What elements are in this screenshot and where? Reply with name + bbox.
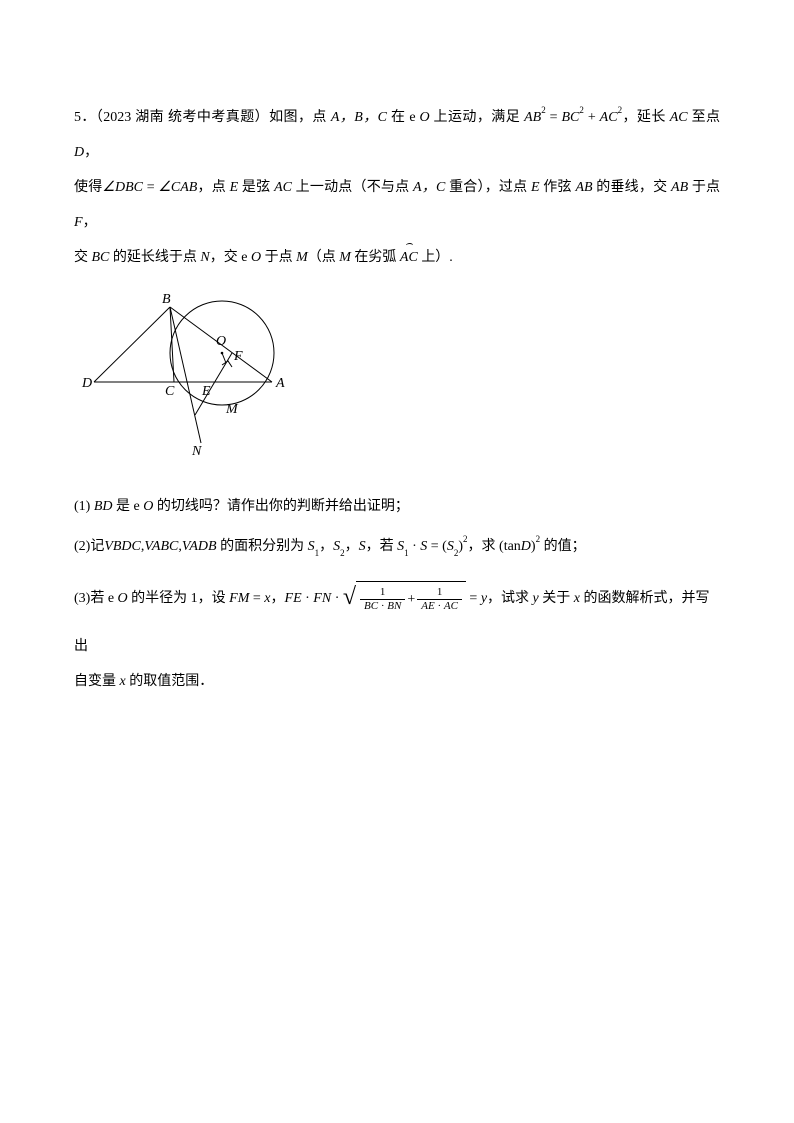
sqrt-expression: √1BC · BN + 1AE · AC — [343, 569, 466, 629]
problem-intro: 5．（2023 湖南 统考中考真题）如图，点 A，B，C 在 e O 上运动，满… — [74, 100, 720, 170]
problem-number: 5 — [74, 110, 81, 125]
problem-line2: 使得∠DBC = ∠CAB，点 E 是弦 AC 上一动点（不与点 A，C 重合）… — [74, 170, 720, 240]
problem-line3: 交 BC 的延长线于点 N，交 e O 于点 M（点 M 在劣弧 AC 上）. — [74, 240, 720, 275]
figure-svg: B A C D E F M N O — [74, 285, 304, 460]
svg-text:F: F — [233, 349, 243, 364]
svg-text:O: O — [216, 334, 226, 349]
geometry-figure: B A C D E F M N O — [74, 285, 720, 474]
svg-text:A: A — [275, 376, 285, 391]
svg-text:D: D — [81, 376, 92, 391]
svg-text:M: M — [225, 402, 239, 417]
svg-text:N: N — [191, 444, 202, 459]
question-3-line2: 自变量 x 的取值范围． — [74, 664, 720, 699]
arc-ac: AC — [400, 240, 418, 275]
question-2: (2)记VBDC,VABC,VADB 的面积分别为 S1，S2，S，若 S1 ·… — [74, 529, 720, 564]
question-1: (1) BD 是 e O 的切线吗？请作出你的判断并给出证明； — [74, 489, 720, 524]
svg-text:B: B — [162, 292, 171, 307]
svg-text:E: E — [201, 384, 211, 399]
question-3: (3)若 e O 的半径为 1，设 FM = x，FE · FN · √1BC … — [74, 569, 720, 664]
svg-text:C: C — [165, 384, 175, 399]
source: （2023 湖南 统考中考真题） — [96, 110, 269, 125]
